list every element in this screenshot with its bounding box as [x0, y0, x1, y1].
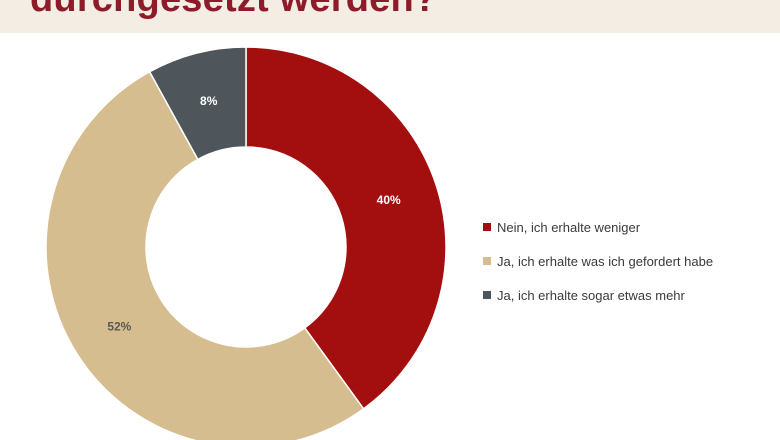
- legend-item: Ja, ich erhalte was ich gefordert habe: [483, 253, 773, 269]
- slice-value-label: 52%: [107, 320, 131, 334]
- legend-label: Ja, ich erhalte was ich gefordert habe: [497, 253, 714, 269]
- title-band: durchgesetzt werden?: [0, 0, 780, 33]
- legend-swatch: [483, 291, 491, 299]
- legend-item: Ja, ich erhalte sogar etwas mehr: [483, 287, 773, 303]
- legend-swatch: [483, 257, 491, 265]
- legend-label: Nein, ich erhalte weniger: [497, 219, 641, 235]
- legend-label: Ja, ich erhalte sogar etwas mehr: [497, 287, 685, 303]
- donut-slice: [245, 46, 447, 410]
- legend-swatch: [483, 223, 491, 231]
- donut-slice: [45, 70, 365, 440]
- slice-value-label: 40%: [377, 193, 401, 207]
- page-title: durchgesetzt werden?: [30, 0, 437, 21]
- legend-item: Nein, ich erhalte weniger: [483, 219, 773, 235]
- donut-slice: [148, 46, 247, 161]
- chart-legend: Nein, ich erhalte weniger Ja, ich erhalte…: [483, 219, 773, 321]
- slice-value-label: 8%: [200, 94, 218, 108]
